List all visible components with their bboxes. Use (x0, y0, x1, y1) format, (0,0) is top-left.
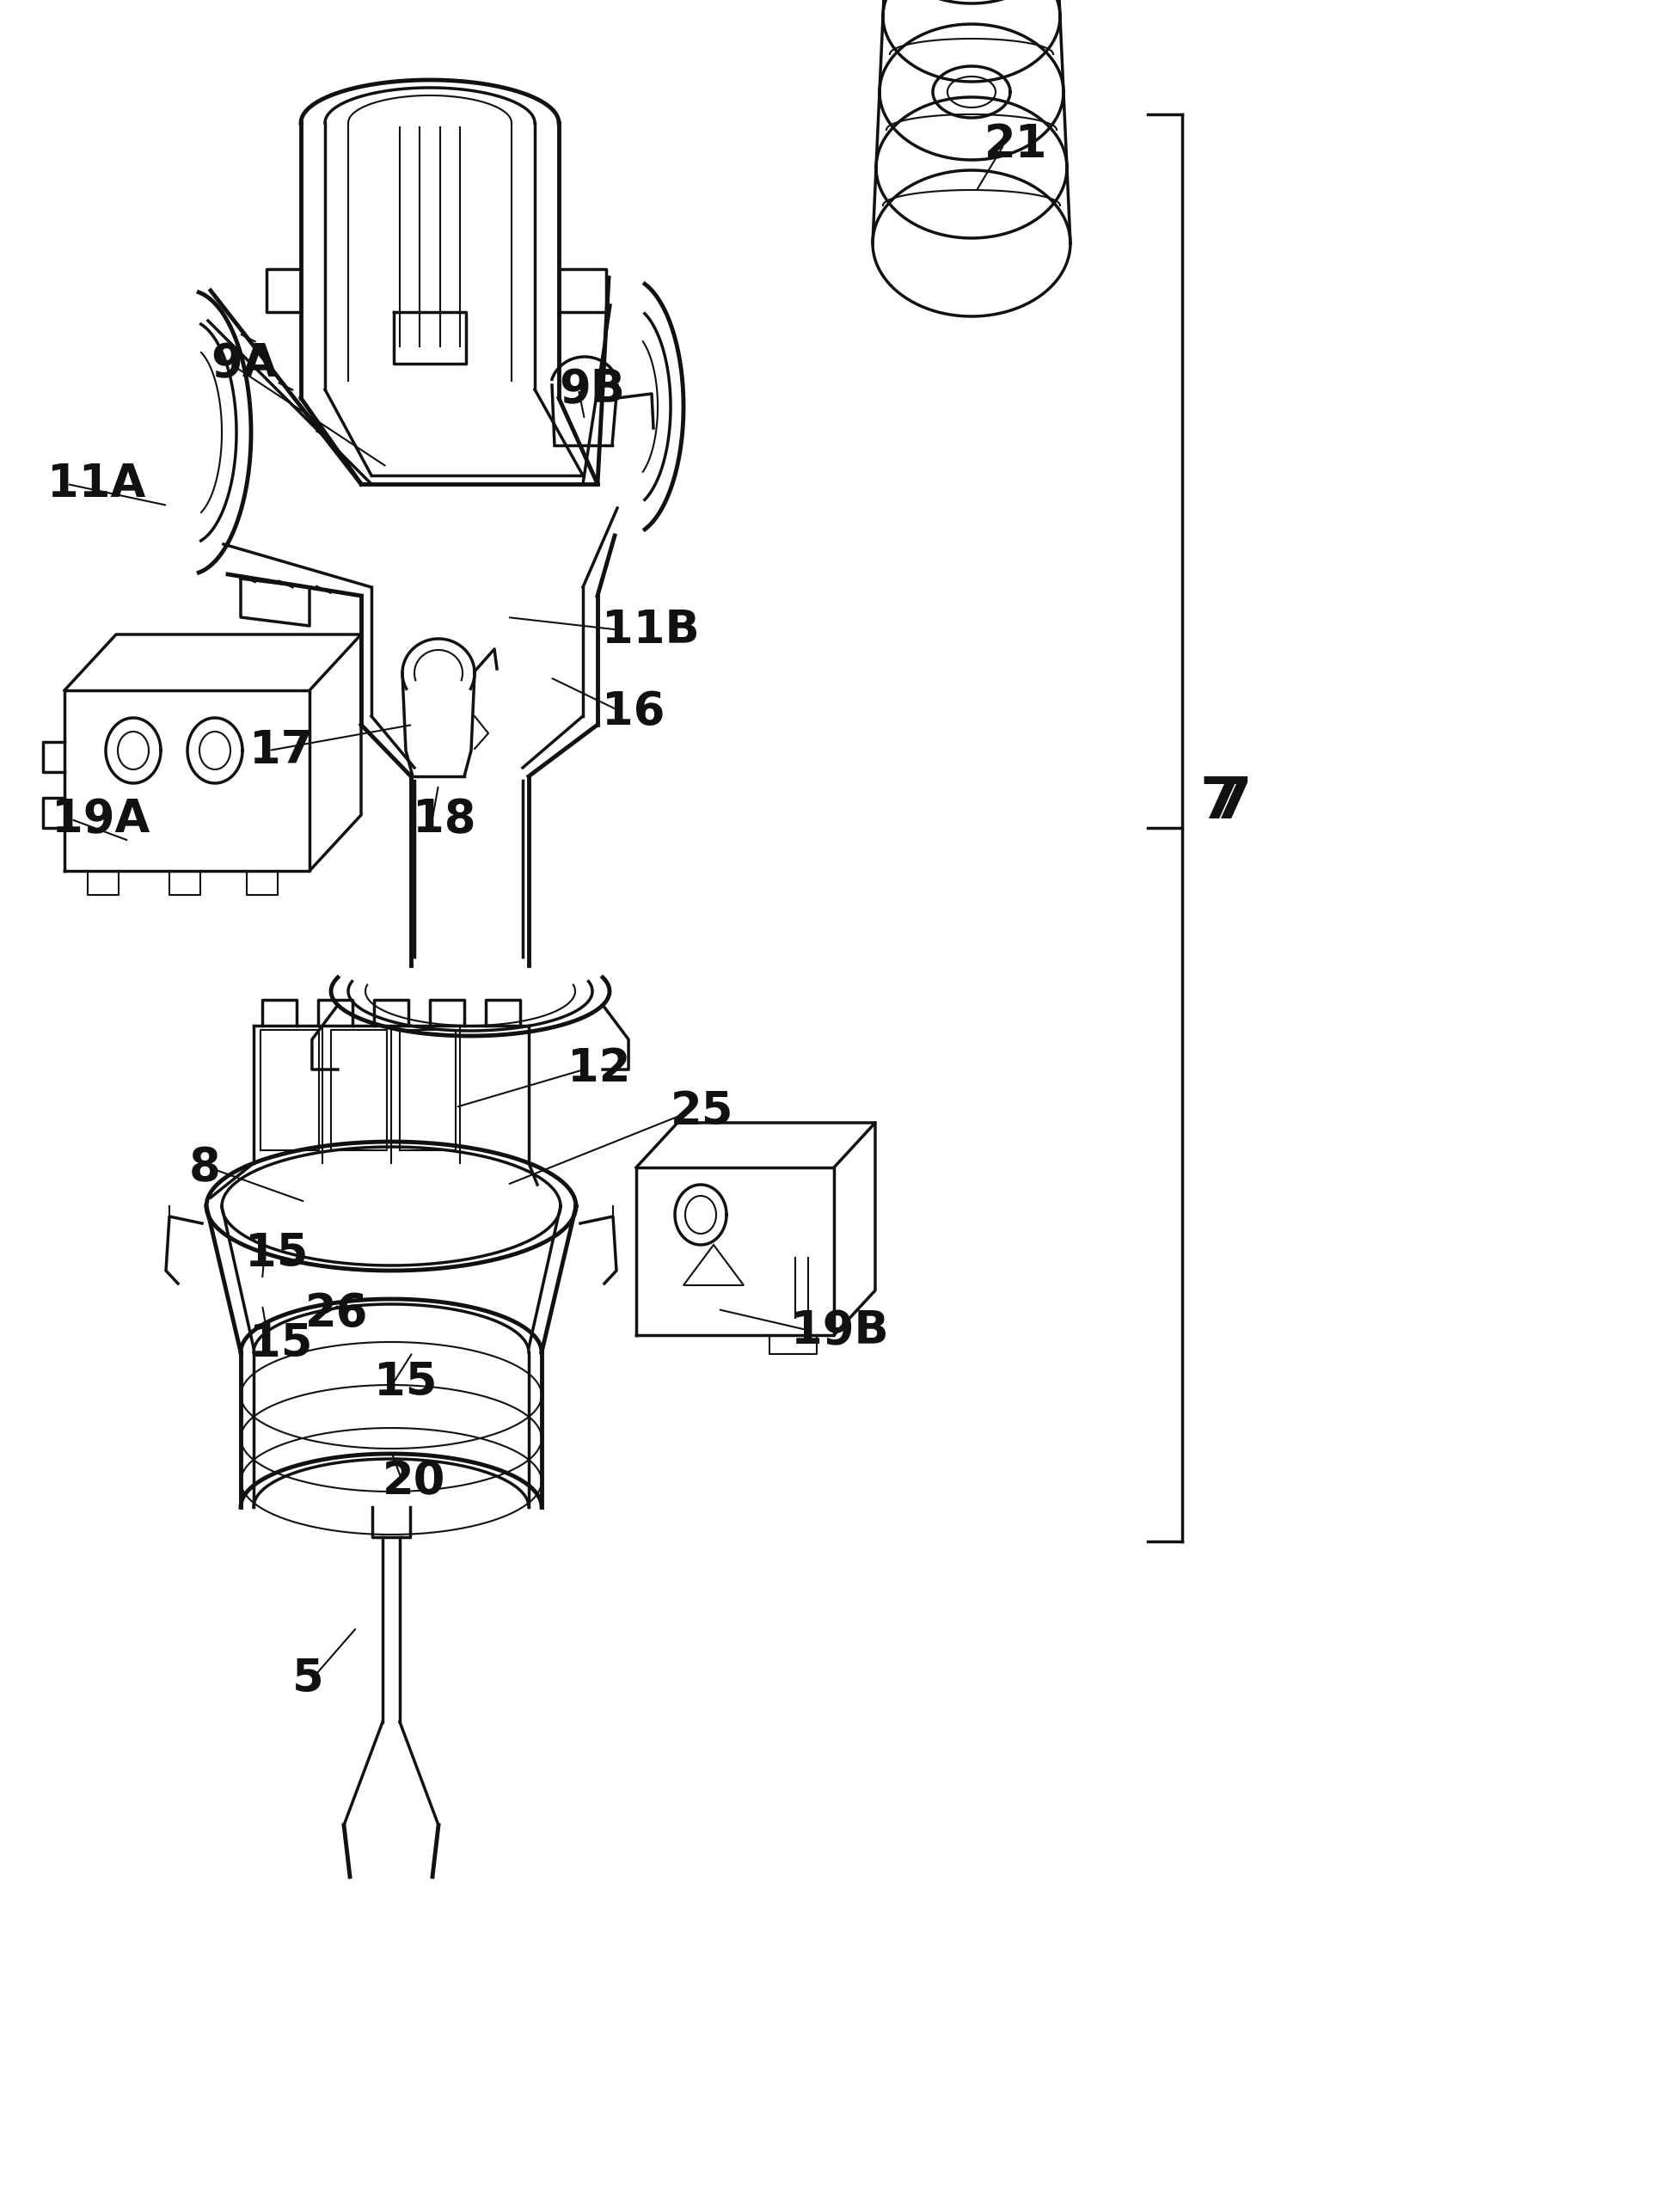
Text: 18: 18 (412, 796, 477, 841)
Text: 7: 7 (1200, 774, 1240, 830)
Text: 16: 16 (602, 690, 665, 734)
Text: 9B: 9B (559, 367, 626, 411)
Text: 15: 15 (374, 1360, 437, 1405)
Text: 12: 12 (568, 1046, 631, 1091)
Text: 17: 17 (250, 728, 313, 772)
Text: 21: 21 (985, 122, 1048, 166)
Text: 26: 26 (305, 1292, 369, 1336)
Text: 15: 15 (245, 1232, 308, 1276)
Text: 11A: 11A (48, 462, 146, 507)
Text: 5: 5 (293, 1657, 324, 1701)
Text: 19B: 19B (791, 1310, 889, 1354)
Text: 25: 25 (670, 1088, 733, 1135)
Text: 9A: 9A (210, 341, 278, 387)
Text: 11B: 11B (602, 608, 700, 653)
Text: 15: 15 (250, 1321, 313, 1367)
Text: 19A: 19A (51, 796, 151, 841)
Text: 20: 20 (382, 1460, 445, 1504)
Text: 7: 7 (1211, 774, 1253, 830)
Text: 8: 8 (189, 1146, 220, 1190)
